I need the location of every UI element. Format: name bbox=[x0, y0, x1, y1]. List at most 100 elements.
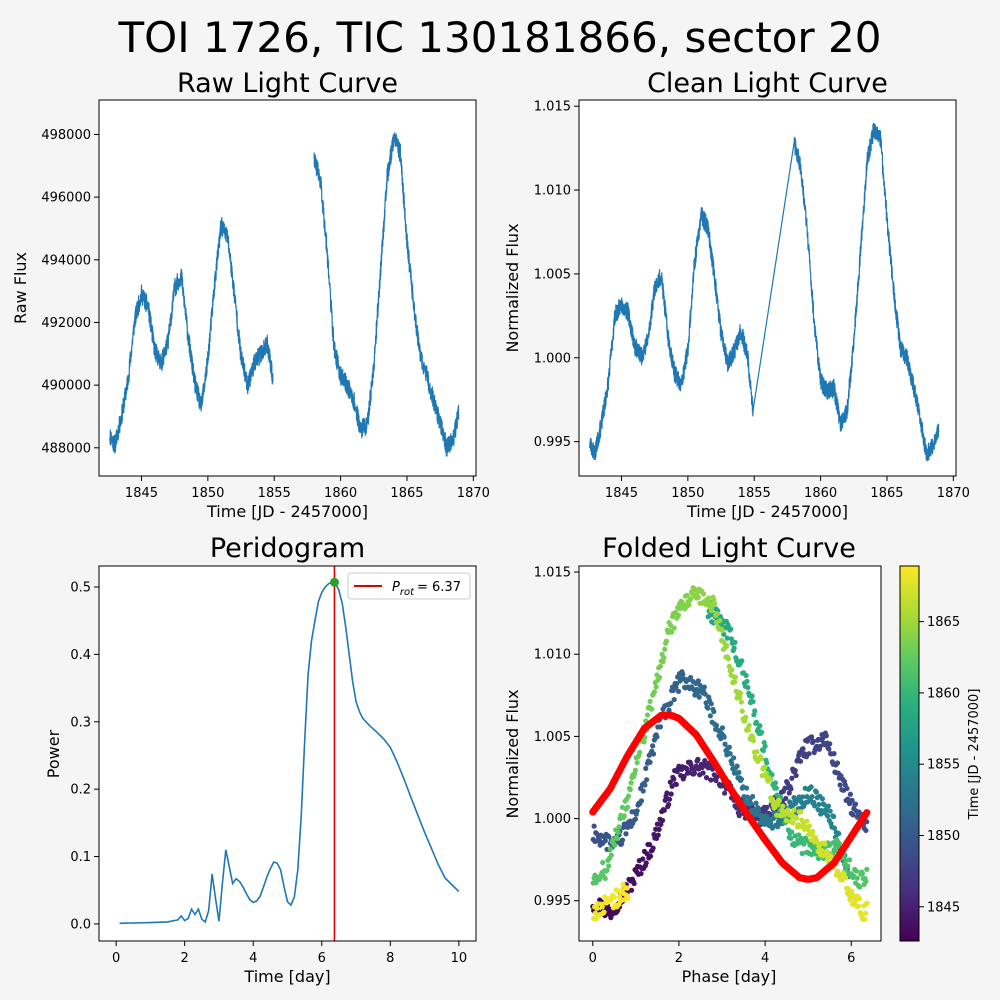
folded-point bbox=[745, 684, 751, 691]
colorbar-tick-label: 1855 bbox=[927, 758, 960, 773]
folded-point bbox=[853, 868, 860, 874]
folded-point bbox=[712, 601, 718, 607]
legend-subscript: rot bbox=[400, 587, 415, 598]
raw-plot-background bbox=[99, 100, 476, 476]
folded-point bbox=[666, 796, 673, 802]
folded-point bbox=[653, 684, 659, 690]
folded-point bbox=[696, 694, 702, 700]
folded-x-ticks: 0 2 4 6 bbox=[589, 941, 855, 966]
folded-point bbox=[631, 880, 637, 887]
folded-point bbox=[827, 741, 833, 747]
folded-point bbox=[606, 834, 612, 840]
folded-point bbox=[756, 807, 762, 814]
folded-point bbox=[849, 888, 855, 894]
folded-point bbox=[862, 910, 869, 916]
folded-point bbox=[736, 769, 742, 776]
folded-point bbox=[809, 734, 815, 740]
folded-point bbox=[737, 694, 743, 700]
folded-point bbox=[750, 737, 757, 744]
raw-series-line bbox=[109, 132, 460, 457]
folded-point bbox=[664, 790, 670, 796]
colorbar-label: Time [JD - 2457000] bbox=[967, 689, 982, 821]
folded-point bbox=[824, 848, 830, 854]
folded-point bbox=[736, 813, 742, 819]
colorbar-tick-label: 1860 bbox=[927, 686, 960, 701]
folded-point bbox=[788, 786, 794, 792]
periodogram-legend: Prot = 6.37 bbox=[347, 572, 471, 600]
peak-marker bbox=[329, 577, 339, 587]
folded-point bbox=[669, 629, 675, 635]
folded-point bbox=[717, 617, 723, 624]
folded-point bbox=[637, 749, 643, 755]
folded-point bbox=[663, 638, 670, 644]
folded-point bbox=[742, 718, 748, 724]
clean-panel-title: Clean Light Curve bbox=[647, 68, 888, 99]
x-tick-label: 1865 bbox=[390, 486, 423, 501]
folded-point bbox=[650, 845, 656, 851]
folded-point bbox=[612, 842, 618, 848]
folded-point bbox=[687, 674, 694, 681]
folded-light-curve-panel: Folded Light Curve 0 2 4 6 0.995 1.000 1.005 1… bbox=[503, 533, 882, 986]
legend-symbol: P bbox=[392, 580, 400, 595]
folded-point bbox=[864, 866, 870, 872]
folded-point bbox=[593, 916, 599, 922]
x-tick-label: 1860 bbox=[804, 486, 837, 501]
folded-point bbox=[607, 846, 614, 852]
folded-point bbox=[846, 857, 853, 863]
folded-point bbox=[686, 602, 692, 608]
folded-point bbox=[728, 626, 734, 632]
folded-point bbox=[625, 804, 631, 810]
folded-point bbox=[662, 646, 668, 652]
folded-point bbox=[812, 803, 818, 809]
folded-point bbox=[759, 729, 765, 735]
folded-y-ticks: 0.995 1.000 1.005 1.010 1.015 bbox=[534, 566, 579, 909]
folded-point bbox=[708, 608, 714, 614]
folded-point bbox=[647, 853, 654, 859]
folded-point bbox=[831, 825, 838, 831]
y-tick-label: 0.5 bbox=[70, 581, 91, 596]
folded-point bbox=[857, 884, 863, 890]
folded-point bbox=[856, 896, 863, 902]
folded-point bbox=[616, 894, 623, 900]
folded-panel-title: Folded Light Curve bbox=[602, 533, 856, 564]
folded-point bbox=[847, 791, 854, 797]
y-tick-label: 0.1 bbox=[70, 850, 91, 865]
folded-point bbox=[809, 793, 815, 800]
folded-point bbox=[831, 751, 837, 757]
y-tick-label: 0.3 bbox=[70, 715, 91, 730]
folded-point bbox=[813, 789, 819, 795]
folded-point bbox=[719, 725, 726, 731]
y-tick-label: 488000 bbox=[41, 441, 91, 456]
folded-point bbox=[624, 885, 630, 891]
periodogram-marks bbox=[119, 566, 460, 941]
folded-point bbox=[638, 871, 644, 877]
folded-point bbox=[714, 611, 720, 617]
folded-point bbox=[632, 816, 639, 822]
y-tick-label: 0.2 bbox=[70, 783, 91, 798]
folded-point bbox=[729, 667, 735, 673]
folded-point bbox=[729, 761, 735, 767]
folded-point bbox=[744, 678, 750, 684]
folded-point bbox=[616, 824, 622, 830]
folded-point bbox=[859, 871, 866, 877]
folded-point bbox=[707, 713, 714, 719]
folded-point bbox=[836, 830, 842, 837]
folded-point bbox=[783, 795, 789, 802]
x-tick-label: 1870 bbox=[457, 486, 490, 501]
folded-point bbox=[863, 827, 869, 834]
folded-point bbox=[700, 770, 706, 776]
folded-point bbox=[823, 733, 829, 739]
x-tick-label: 1845 bbox=[125, 486, 158, 501]
folded-point bbox=[760, 747, 766, 754]
colorbar: 1845 1850 1855 1860 1865 Time [JD - 2457000] bbox=[899, 565, 982, 942]
periodogram-axes-frame bbox=[98, 565, 477, 942]
folded-point bbox=[808, 784, 814, 790]
colorbar-tick-label: 1845 bbox=[927, 900, 960, 915]
y-tick-label: 496000 bbox=[41, 191, 91, 206]
clean-light-curve-panel: Clean Light Curve 1845 1850 1855 1860 1865 18… bbox=[503, 68, 970, 521]
folded-point bbox=[705, 705, 711, 711]
periodogram-y-axis-label: Power bbox=[44, 729, 63, 778]
folded-point bbox=[671, 625, 677, 631]
folded-point bbox=[649, 706, 655, 712]
folded-point bbox=[725, 656, 732, 662]
